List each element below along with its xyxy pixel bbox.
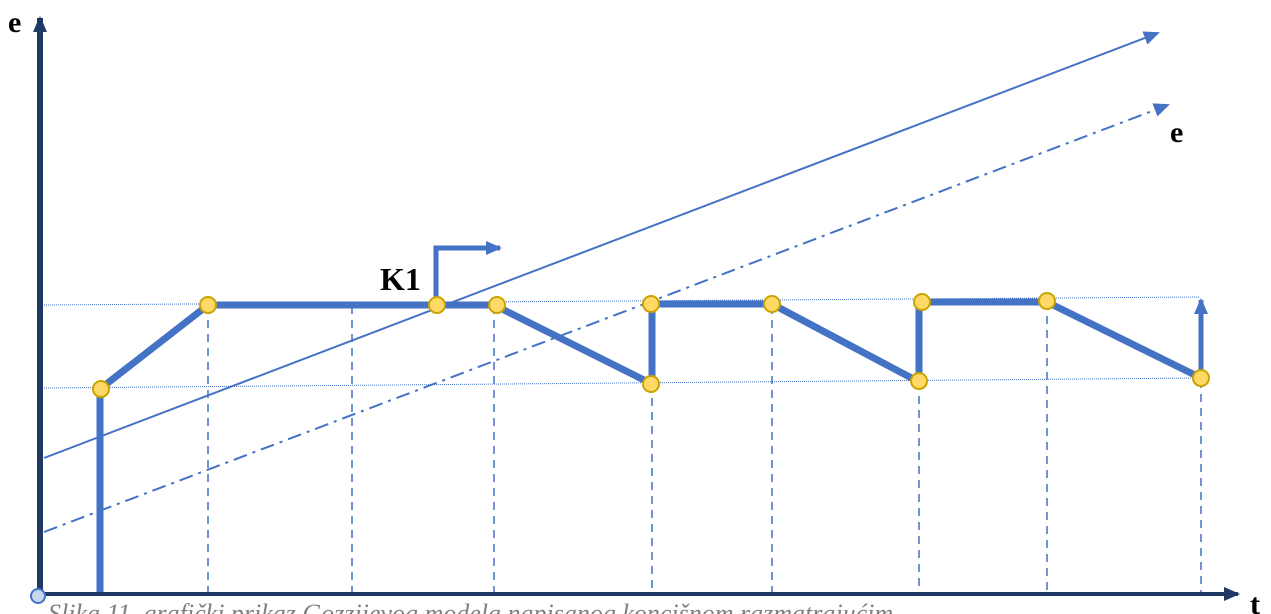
- trend-line-solid: [43, 31, 1160, 459]
- k1-label: K1: [380, 261, 421, 297]
- point: [92, 380, 110, 398]
- point: [642, 295, 660, 313]
- point: [910, 372, 928, 390]
- drop-lines: [207, 302, 1202, 594]
- point: [913, 293, 931, 311]
- points: [92, 292, 1210, 398]
- x-axis-label: t: [1250, 588, 1260, 614]
- point: [428, 296, 446, 314]
- line-e-label: e: [1170, 116, 1183, 149]
- point: [1192, 369, 1210, 387]
- point: [488, 296, 506, 314]
- y-axis-label: e: [8, 6, 21, 39]
- lower-guide-line: [43, 377, 1201, 389]
- point: [1038, 292, 1056, 310]
- point: [763, 295, 781, 313]
- k1-arrow: [433, 241, 502, 298]
- figure-caption: Slika 11. grafički prikaz Gozzijevog mod…: [48, 599, 893, 614]
- inventory-path: [96, 298, 1203, 594]
- origin-marker: [30, 588, 46, 604]
- trend-line-e: [43, 103, 1170, 533]
- point: [199, 296, 217, 314]
- point: [642, 375, 660, 393]
